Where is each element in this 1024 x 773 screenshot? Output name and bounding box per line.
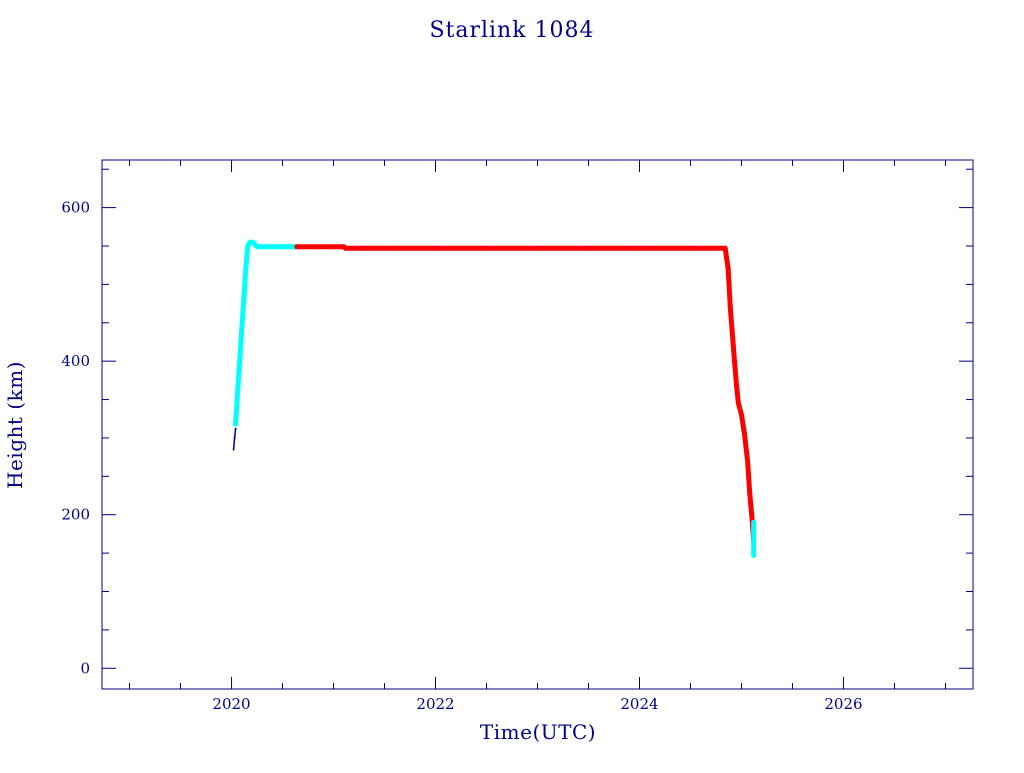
data-point: [343, 245, 349, 251]
x-tick-label: 2026: [824, 695, 862, 713]
data-series: [232, 239, 757, 558]
data-point: [233, 436, 236, 439]
x-axis-label: Time(UTC): [480, 720, 596, 744]
y-axis-label: Height (km): [3, 361, 27, 489]
data-point: [727, 304, 733, 310]
data-point: [245, 243, 251, 249]
x-tick-label: 2024: [620, 695, 658, 713]
tick-labels: 2020 2022 2024 2026 0 200 400 600: [61, 199, 862, 713]
data-point: [725, 266, 731, 272]
data-point: [586, 245, 591, 251]
data-point: [392, 245, 398, 251]
axis-ticks: [102, 160, 973, 689]
data-point: [730, 343, 736, 349]
data-point: [234, 427, 237, 430]
data-point: [735, 400, 741, 406]
data-point: [751, 519, 757, 525]
series-line: [232, 427, 237, 451]
y-tick-label: 200: [61, 506, 90, 524]
data-point: [739, 412, 744, 418]
x-tick-label: 2020: [212, 695, 250, 713]
data-point: [235, 389, 241, 395]
data-point: [259, 244, 265, 250]
data-point: [294, 244, 300, 250]
data-point: [484, 245, 489, 251]
data-point: [331, 244, 336, 250]
data-point: [751, 552, 757, 558]
data-point: [255, 244, 261, 250]
data-point: [637, 245, 642, 251]
data-point: [241, 297, 247, 303]
data-point: [722, 245, 728, 251]
data-point: [688, 245, 693, 251]
data-point: [269, 244, 275, 250]
y-tick-label: 600: [61, 199, 90, 217]
data-point: [232, 448, 235, 451]
data-point: [361, 245, 367, 251]
data-point: [310, 244, 316, 250]
plot-frame: [101, 159, 974, 690]
data-point: [742, 431, 747, 437]
y-tick-label: 400: [61, 352, 90, 370]
data-point: [535, 245, 540, 251]
data-point: [233, 421, 239, 427]
series-line: [294, 244, 757, 545]
y-tick-label: 0: [80, 659, 90, 677]
data-point: [237, 358, 243, 364]
x-tick-label: 2022: [416, 695, 454, 713]
data-point: [749, 512, 755, 518]
data-point: [433, 245, 438, 251]
data-point: [239, 327, 245, 333]
data-point: [747, 489, 753, 495]
data-point: [733, 381, 739, 387]
data-point: [243, 266, 249, 272]
data-point: [745, 458, 751, 464]
chart-title: Starlink 1084: [429, 18, 594, 43]
data-point: [280, 244, 285, 250]
